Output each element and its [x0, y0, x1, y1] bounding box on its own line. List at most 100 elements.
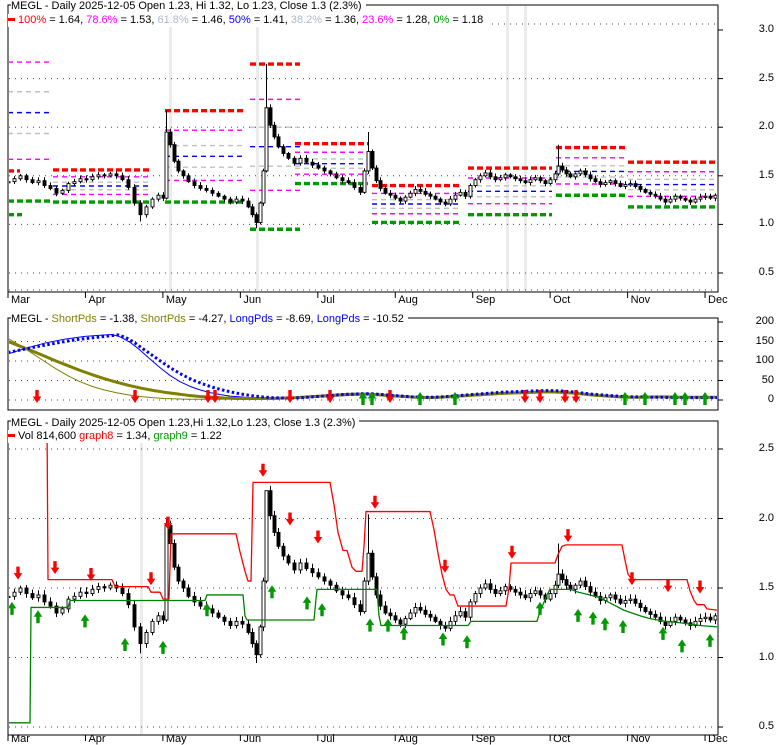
sell-arrow-icon — [507, 545, 517, 559]
price-y-axis-label: 1.5 — [758, 168, 774, 181]
lower-x-axis-month-label: Sep — [475, 733, 496, 745]
price-y-axis-label: 2.0 — [758, 120, 774, 133]
sell-arrow-icon — [370, 495, 380, 509]
buy-arrow-icon — [399, 626, 409, 640]
price-y-axis-label: 1.0 — [758, 217, 774, 230]
sell-arrow-icon — [560, 390, 570, 403]
indicator-legend-part: LongPds — [316, 313, 361, 325]
lower-x-axis-month-label: Mar — [11, 733, 30, 745]
buy-arrow-icon — [618, 619, 628, 633]
indicator-y-axis-label: 0 — [767, 393, 774, 405]
fib-legend-part: = 1.18 — [449, 14, 484, 26]
buy-arrow-icon — [358, 392, 368, 405]
buy-arrow-icon — [620, 392, 630, 405]
fib-legend-part: = 1.28, — [393, 14, 434, 26]
fib-100-line-marker — [8, 17, 15, 21]
sell-arrow-icon — [535, 390, 545, 403]
sell-arrow-icon — [313, 530, 323, 544]
indicator-legend-part: LongPds — [229, 313, 273, 325]
buy-arrow-icon — [588, 611, 598, 625]
lower-x-axis-month-label: Dec — [708, 733, 728, 745]
lower-legend-part: graph8 — [79, 430, 114, 442]
price-x-axis-month-label: Sep — [475, 294, 496, 306]
price-x-axis-month-label: Mar — [11, 294, 30, 306]
indicator-y-axis-label: 150 — [755, 334, 774, 347]
fib-legend-part: 38.2% — [290, 14, 323, 26]
fib-legend-part: = 1.36, — [322, 14, 363, 26]
lower-y-axis-label: 1.0 — [758, 650, 774, 663]
indicator-y-axis-label: 200 — [755, 315, 774, 327]
indicator-panel-graphics — [9, 333, 717, 405]
indicator-panel-plot-area[interactable] — [8, 318, 718, 410]
buy-arrow-icon — [700, 392, 710, 405]
indicator-legend-part: ShortPds — [140, 313, 186, 325]
buy-arrow-icon — [600, 617, 610, 631]
lower-y-axis-label: 1.5 — [758, 581, 774, 593]
buy-arrow-icon — [80, 614, 90, 628]
buy-arrow-icon — [202, 603, 212, 617]
fib-legend-part: 23.6% — [362, 14, 394, 26]
sell-arrow-icon — [695, 580, 705, 594]
buy-arrow-icon — [573, 608, 583, 622]
sell-arrow-icon — [440, 559, 450, 573]
buy-arrow-icon — [367, 392, 377, 405]
indicator-legend-part: = -8.69, — [272, 313, 317, 325]
sell-arrow-icon — [203, 390, 213, 403]
sell-arrow-icon — [258, 463, 268, 477]
indicator-y-axis-label: 50 — [761, 373, 774, 386]
sell-arrow-icon — [385, 390, 395, 403]
buy-arrow-icon — [317, 603, 327, 617]
buy-arrow-icon — [383, 618, 393, 632]
price-x-axis-month-label: Dec — [708, 294, 728, 306]
buy-arrow-icon — [302, 596, 312, 610]
indicator-legend-part: MEGL - — [11, 313, 52, 325]
sell-arrow-icon — [520, 390, 530, 403]
indicator-legend-part: = -4.27, — [185, 313, 230, 325]
indicator-legend-part: ShortPds — [51, 313, 97, 325]
price-x-axis-month-label: Aug — [398, 294, 418, 306]
sell-arrow-icon — [130, 390, 140, 403]
fib-legend-part: 0% — [433, 14, 450, 26]
price-y-axis-label: 2.5 — [758, 71, 774, 84]
price-y-axis-label: 3.0 — [758, 23, 774, 35]
lower-panel-plot-area[interactable] — [8, 421, 718, 735]
indicator-panel-title: MEGL - ShortPds = -1.38, ShortPds = -4.2… — [11, 313, 408, 326]
lower-legend-part: = 1.34, — [113, 430, 154, 442]
buy-arrow-icon — [158, 640, 168, 654]
fib-legend-part: 61.8% — [157, 14, 189, 26]
buy-arrow-icon — [438, 632, 448, 646]
price-y-axis-label: 0.5 — [758, 266, 774, 278]
buy-arrow-icon — [640, 392, 650, 405]
sell-arrow-icon — [32, 390, 42, 403]
lower-x-axis-month-label: Oct — [553, 733, 571, 745]
sell-arrow-icon — [146, 572, 156, 586]
fib-legend-part: 78.6% — [86, 14, 118, 26]
price-panel-plot-area[interactable] — [8, 5, 718, 292]
price-x-axis-month-label: Jul — [320, 294, 335, 306]
buy-arrow-icon — [267, 585, 277, 599]
lower-panel-graphics — [9, 422, 717, 734]
lower-x-axis-month-label: Jun — [243, 733, 262, 745]
price-x-axis-month-label: Nov — [630, 294, 651, 306]
buy-arrow-icon — [462, 635, 472, 649]
buy-arrow-icon — [450, 392, 460, 405]
indicator-y-axis-label: 100 — [755, 354, 774, 366]
buy-arrow-icon — [658, 626, 668, 640]
fib-legend-part: = 1.64, — [46, 14, 87, 26]
lower-x-axis-month-label: May — [165, 733, 187, 745]
sell-arrow-icon — [86, 568, 96, 582]
price-x-axis-month-label: Jun — [243, 294, 262, 306]
lower-x-axis-month-label: Nov — [630, 733, 651, 745]
buy-arrow-icon — [365, 618, 375, 632]
fib-legend-part: = 1.41, — [250, 14, 291, 26]
buy-arrow-icon — [677, 639, 687, 653]
buy-arrow-icon — [705, 633, 715, 647]
lower-panel-title: MEGL - Daily 2025-12-05 Open 1.23,Hi 1.3… — [11, 417, 360, 430]
price-x-axis-month-label: Apr — [88, 294, 106, 306]
buy-arrow-icon — [680, 392, 690, 405]
indicator-legend-part: = -1.38, — [96, 313, 141, 325]
sell-arrow-icon — [325, 390, 335, 403]
price-panel-fib-legend: 100% = 1.64, 78.6% = 1.53, 61.8% = 1.46,… — [8, 14, 488, 27]
